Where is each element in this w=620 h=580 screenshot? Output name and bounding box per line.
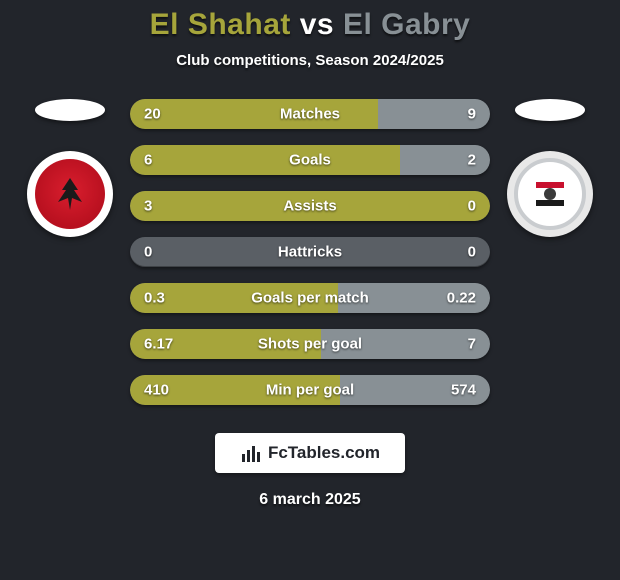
- player2-name: El Gabry: [343, 8, 470, 41]
- stat-value-left: 3: [144, 198, 152, 215]
- content-row: 20 9 Matches 6 2 Goals 3 0 Assists 0 0 Hattricks 0.3…: [0, 99, 620, 405]
- stat-label: Min per goal: [266, 382, 354, 399]
- right-club-logo: [507, 151, 593, 237]
- stat-label: Goals per match: [251, 290, 369, 307]
- vs-text: vs: [300, 8, 334, 41]
- stat-row: 410 574 Min per goal: [130, 375, 490, 405]
- stat-label: Matches: [280, 106, 340, 123]
- stat-row: 6 2 Goals: [130, 145, 490, 175]
- left-club-logo: [27, 151, 113, 237]
- bar-left: [130, 145, 400, 175]
- brand-text: FcTables.com: [268, 443, 380, 463]
- subtitle: Club competitions, Season 2024/2025: [176, 52, 444, 69]
- stat-value-right: 7: [468, 336, 476, 353]
- brand-badge: FcTables.com: [215, 433, 405, 473]
- stat-value-right: 9: [468, 106, 476, 123]
- stat-row: 6.17 7 Shots per goal: [130, 329, 490, 359]
- stat-value-left: 20: [144, 106, 161, 123]
- bar-left: [130, 99, 378, 129]
- stat-label: Shots per goal: [258, 336, 362, 353]
- stat-row: 20 9 Matches: [130, 99, 490, 129]
- stat-label: Goals: [289, 152, 331, 169]
- stat-value-right: 0.22: [447, 290, 476, 307]
- right-country-flag: [515, 99, 585, 121]
- stat-row: 3 0 Assists: [130, 191, 490, 221]
- stat-label: Assists: [283, 198, 336, 215]
- stat-value-right: 0: [468, 198, 476, 215]
- player1-name: El Shahat: [150, 8, 291, 41]
- eagle-icon: [48, 172, 92, 216]
- stat-value-right: 2: [468, 152, 476, 169]
- comparison-card: El Shahat vs El Gabry Club competitions,…: [0, 0, 620, 580]
- stat-value-left: 6: [144, 152, 152, 169]
- date-text: 6 march 2025: [259, 491, 360, 509]
- tala-ea-crest-icon: [514, 158, 586, 230]
- stat-value-right: 0: [468, 244, 476, 261]
- stat-row: 0.3 0.22 Goals per match: [130, 283, 490, 313]
- crest-icon: [530, 174, 570, 214]
- stat-label: Hattricks: [278, 244, 342, 261]
- chart-icon: [240, 442, 262, 464]
- stats-bars: 20 9 Matches 6 2 Goals 3 0 Assists 0 0 Hattricks 0.3…: [130, 99, 490, 405]
- stat-row: 0 0 Hattricks: [130, 237, 490, 267]
- bar-right: [400, 145, 490, 175]
- stat-value-left: 0: [144, 244, 152, 261]
- left-side: [10, 99, 130, 237]
- right-side: [490, 99, 610, 237]
- stat-value-right: 574: [451, 382, 476, 399]
- al-ahly-crest-icon: [35, 159, 105, 229]
- left-country-flag: [35, 99, 105, 121]
- stat-value-left: 6.17: [144, 336, 173, 353]
- page-title: El Shahat vs El Gabry: [150, 8, 471, 42]
- stat-value-left: 0.3: [144, 290, 165, 307]
- stat-value-left: 410: [144, 382, 169, 399]
